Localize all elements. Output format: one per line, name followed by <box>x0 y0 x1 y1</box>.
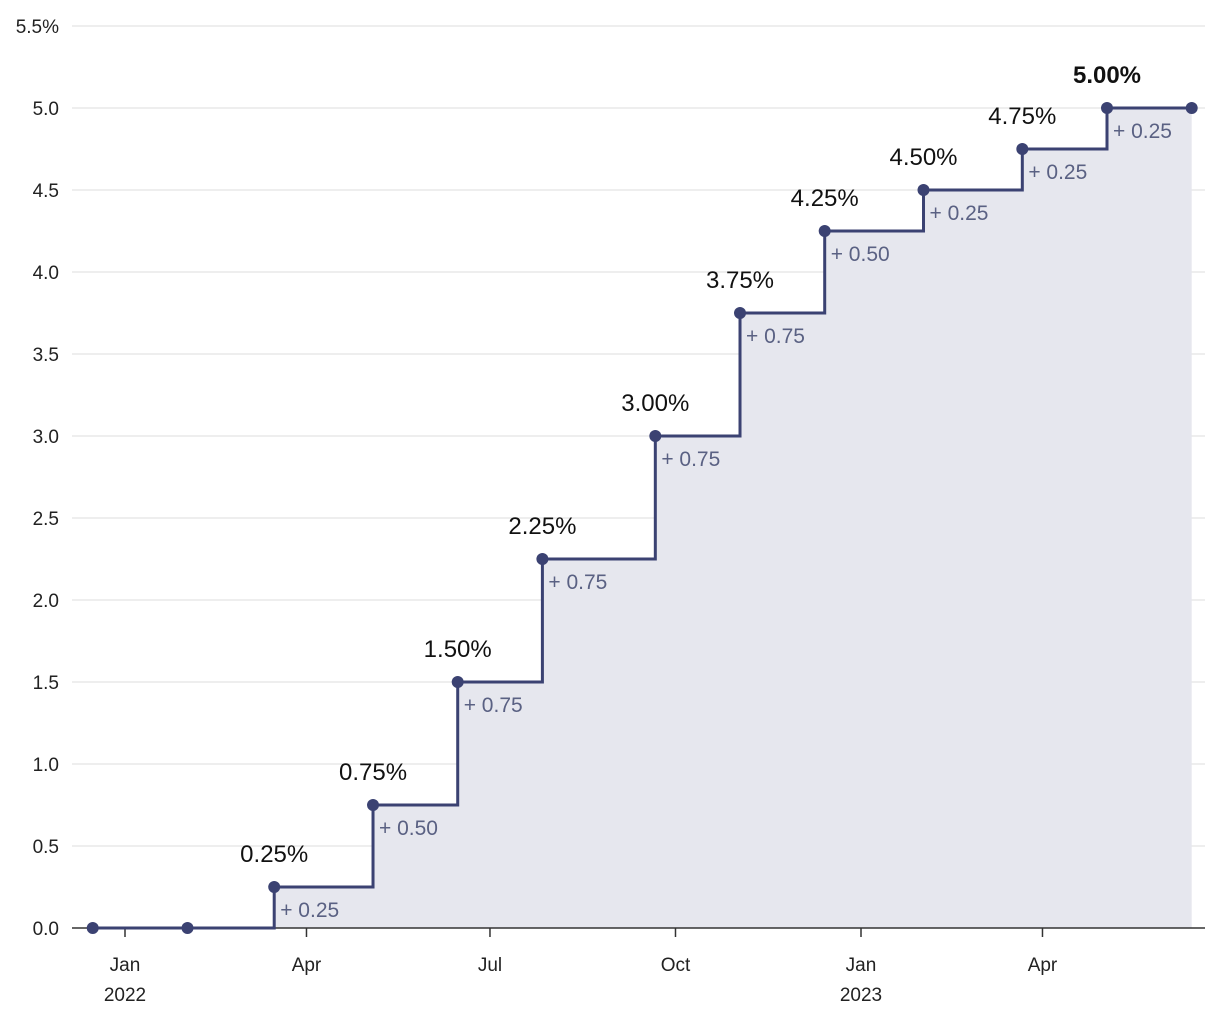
y-tick-label: 4.5 <box>33 181 59 202</box>
x-tick-label: Apr <box>1028 955 1058 976</box>
y-tick-label: 5.5% <box>16 17 59 38</box>
change-label: + 0.25 <box>280 899 339 922</box>
data-point <box>1185 102 1198 114</box>
change-label: + 0.25 <box>1028 161 1087 184</box>
rate-label: 1.50% <box>424 636 492 663</box>
x-tick-label: Jul <box>478 955 502 976</box>
x-tick-label: Oct <box>661 955 691 976</box>
data-point <box>818 225 831 237</box>
data-point <box>181 922 194 934</box>
y-tick-label: 0.5 <box>33 837 59 858</box>
rate-label: 2.25% <box>508 513 576 540</box>
change-label: + 0.25 <box>1113 120 1172 143</box>
data-point <box>1016 143 1029 155</box>
rate-label: 0.25% <box>240 841 308 868</box>
area-fill <box>92 108 1192 928</box>
x-tick-year-label: 2023 <box>840 985 882 1006</box>
change-label: + 0.50 <box>379 817 438 840</box>
rate-label: 4.50% <box>889 144 957 171</box>
change-label: + 0.75 <box>661 448 720 471</box>
change-label: + 0.75 <box>464 694 523 717</box>
data-point <box>86 922 99 934</box>
y-tick-label: 3.5 <box>33 345 59 366</box>
rate-label: 5.00% <box>1073 62 1141 89</box>
data-point <box>367 799 380 811</box>
rate-label: 3.75% <box>706 267 774 294</box>
y-tick-label: 4.0 <box>33 263 59 284</box>
y-tick-label: 2.0 <box>33 591 59 612</box>
data-point <box>649 430 662 442</box>
rate-label: 4.75% <box>988 103 1056 130</box>
y-tick-label: 1.0 <box>33 755 59 776</box>
rate-label: 0.75% <box>339 759 407 786</box>
data-point <box>451 676 464 688</box>
y-tick-label: 1.5 <box>33 673 59 694</box>
x-tick-label: Jan <box>110 955 141 976</box>
x-tick-label: Jan <box>846 955 877 976</box>
change-label: + 0.75 <box>548 571 607 594</box>
y-tick-label: 2.5 <box>33 509 59 530</box>
change-label: + 0.75 <box>746 325 805 348</box>
change-label: + 0.25 <box>930 202 989 225</box>
change-label: + 0.50 <box>831 243 890 266</box>
y-tick-label: 0.0 <box>33 919 59 940</box>
x-tick-year-label: 2022 <box>104 985 146 1006</box>
y-tick-label: 5.0 <box>33 99 59 120</box>
data-point <box>268 881 281 893</box>
rate-label: 3.00% <box>621 390 689 417</box>
data-point <box>734 307 747 319</box>
rate-label: 4.25% <box>791 185 859 212</box>
data-point <box>536 553 549 565</box>
data-point <box>1101 102 1114 114</box>
x-tick-label: Apr <box>292 955 322 976</box>
y-tick-label: 3.0 <box>33 427 59 448</box>
data-point <box>917 184 930 196</box>
